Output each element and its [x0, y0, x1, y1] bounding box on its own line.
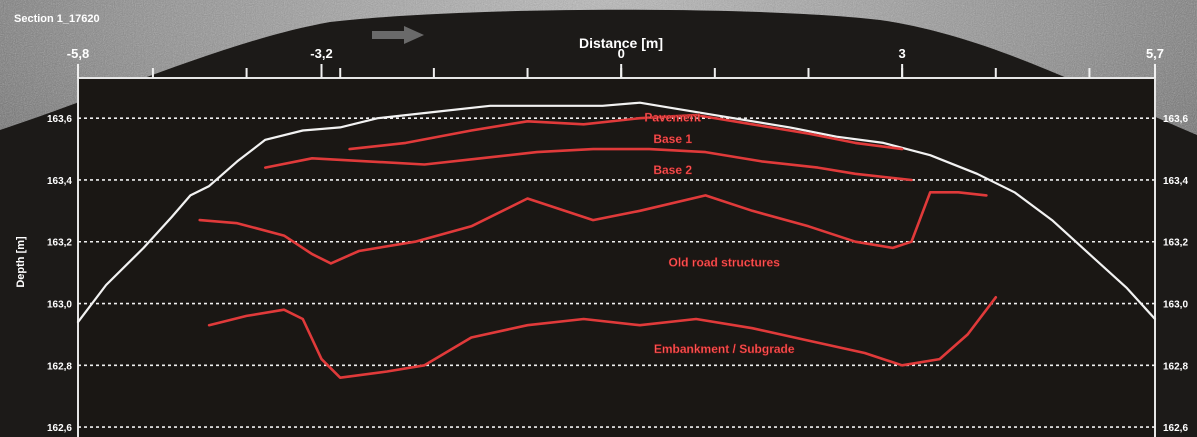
y-tick-label-right: 163,2 [1163, 238, 1188, 249]
arrow-right-icon [372, 26, 424, 44]
layer-annotation: Old road structures [669, 255, 781, 269]
x-tick-label: 5,7 [1146, 46, 1164, 61]
x-tick-label: 3 [899, 46, 906, 61]
y-tick-label-right: 162,8 [1163, 361, 1188, 372]
y-tick-label-left: 162,6 [47, 423, 72, 434]
y-tick-label-right: 162,6 [1163, 423, 1188, 434]
y-tick-label-left: 162,8 [47, 361, 72, 372]
layer-annotation: Base 1 [653, 132, 692, 146]
y-tick-label-right: 163,0 [1163, 300, 1188, 311]
y-tick-label-left: 163,2 [47, 238, 72, 249]
y-tick-label-left: 163,6 [47, 114, 72, 125]
y-axis-title: Depth [m] [15, 236, 27, 288]
layer-annotation: Pavement [644, 110, 701, 124]
y-tick-label-left: 163,0 [47, 300, 72, 311]
annotations: Pavement Base 1 Base 2 Old road structures E… [644, 110, 795, 356]
section-label: Section 1_17620 [14, 13, 100, 25]
layer-boundary-line [263, 147, 913, 182]
layer-annotation: Base 2 [653, 163, 692, 177]
plot-frame [77, 77, 1156, 437]
y-tick-label-right: 163,4 [1163, 176, 1188, 187]
y-tick-label-left: 163,4 [47, 176, 72, 187]
axes: 163,6 163,6 163,4 163,4 163,2 163,2 163,0 163,0… [47, 46, 1188, 434]
layer-annotation: Embankment / Subgrade [654, 342, 795, 356]
x-axis-title: Distance [m] [579, 35, 663, 51]
x-tick-label: -5,8 [67, 46, 89, 61]
layer-boundary-line [198, 191, 988, 265]
x-tick-label: 0 [618, 46, 625, 61]
layer-boundary-line [207, 295, 998, 380]
x-tick-label: -3,2 [310, 46, 332, 61]
surface-line [76, 101, 1157, 324]
layer-boundary-line [348, 113, 904, 151]
series-lines [76, 101, 1157, 380]
y-tick-label-right: 163,6 [1163, 114, 1188, 125]
